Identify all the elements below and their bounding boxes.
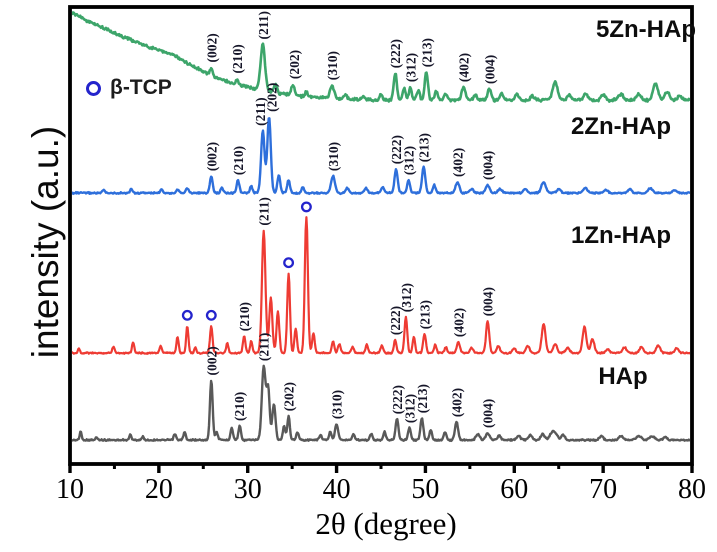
peak-label: (222): [388, 306, 403, 335]
peak-label: (004): [482, 55, 497, 84]
peak-label: (310): [330, 390, 345, 419]
y-axis-label: intensity (a.u.): [25, 125, 66, 359]
x-tick-label: 80: [678, 474, 706, 505]
x-tick-label: 70: [589, 474, 617, 505]
peak-label: (312): [402, 394, 417, 423]
peak-label: (402): [450, 148, 465, 177]
series-label-hap: HAp: [598, 363, 648, 390]
peak-label: (222): [388, 39, 403, 68]
trace-hap: [72, 364, 690, 443]
series-label-2zn-hap: 2Zn-HAp: [571, 113, 671, 140]
peak-label: (202): [282, 382, 297, 411]
trace-5zn-hap: [72, 11, 690, 103]
peak-label: (211): [257, 333, 272, 362]
x-tick-label: 60: [500, 474, 528, 505]
peak-label: (222): [390, 385, 405, 414]
beta-tcp-marker: [300, 201, 312, 213]
peak-label: (210): [230, 44, 245, 73]
peak-label: (213): [418, 300, 433, 329]
x-tick-label: 20: [145, 474, 173, 505]
peak-label: (210): [231, 146, 246, 175]
peak-label: (213): [419, 38, 434, 67]
x-tick-label: 30: [234, 474, 262, 505]
peak-label: (211): [256, 11, 271, 40]
peak-label: (312): [403, 53, 418, 82]
x-tick-label: 10: [56, 474, 84, 505]
legend-label: β-TCP: [110, 76, 172, 99]
peak-label: (222): [389, 135, 404, 164]
peak-label: (211): [253, 97, 268, 126]
peak-label: (213): [417, 133, 432, 162]
peak-label: (402): [451, 308, 466, 337]
beta-tcp-marker: [205, 309, 217, 321]
peak-label: (210): [232, 392, 247, 421]
peak-label: (310): [325, 51, 340, 80]
peak-label: (202): [287, 50, 302, 79]
x-axis-label: 2θ (degree): [315, 506, 457, 541]
peak-label: (002): [204, 346, 219, 375]
legend: β-TCP: [86, 76, 172, 100]
beta-tcp-circle-icon: [86, 80, 101, 96]
peak-label: (402): [457, 53, 472, 82]
trace-2zn-hap: [72, 117, 690, 196]
peak-label: (312): [399, 283, 414, 312]
x-tick-label: 50: [411, 474, 439, 505]
series-label-5zn-hap: 5Zn-HAp: [596, 16, 696, 43]
peak-label: (211): [257, 197, 272, 226]
peak-label: (202): [265, 83, 280, 112]
beta-tcp-marker: [283, 257, 295, 269]
peak-label: (310): [326, 142, 341, 171]
series-label-1zn-hap: 1Zn-HAp: [571, 222, 671, 249]
beta-tcp-marker: [181, 309, 193, 321]
peak-label: (002): [204, 142, 219, 171]
peak-label: (402): [450, 388, 465, 417]
peak-label: (210): [237, 302, 252, 331]
x-tick-label: 40: [323, 474, 351, 505]
peak-label: (312): [402, 146, 417, 175]
peak-label: (004): [481, 151, 496, 180]
trace-1zn-hap: [72, 216, 690, 355]
peak-label: (213): [415, 384, 430, 413]
peak-label: (004): [481, 399, 496, 428]
peak-label: (004): [481, 287, 496, 316]
peak-label: (002): [204, 33, 219, 62]
